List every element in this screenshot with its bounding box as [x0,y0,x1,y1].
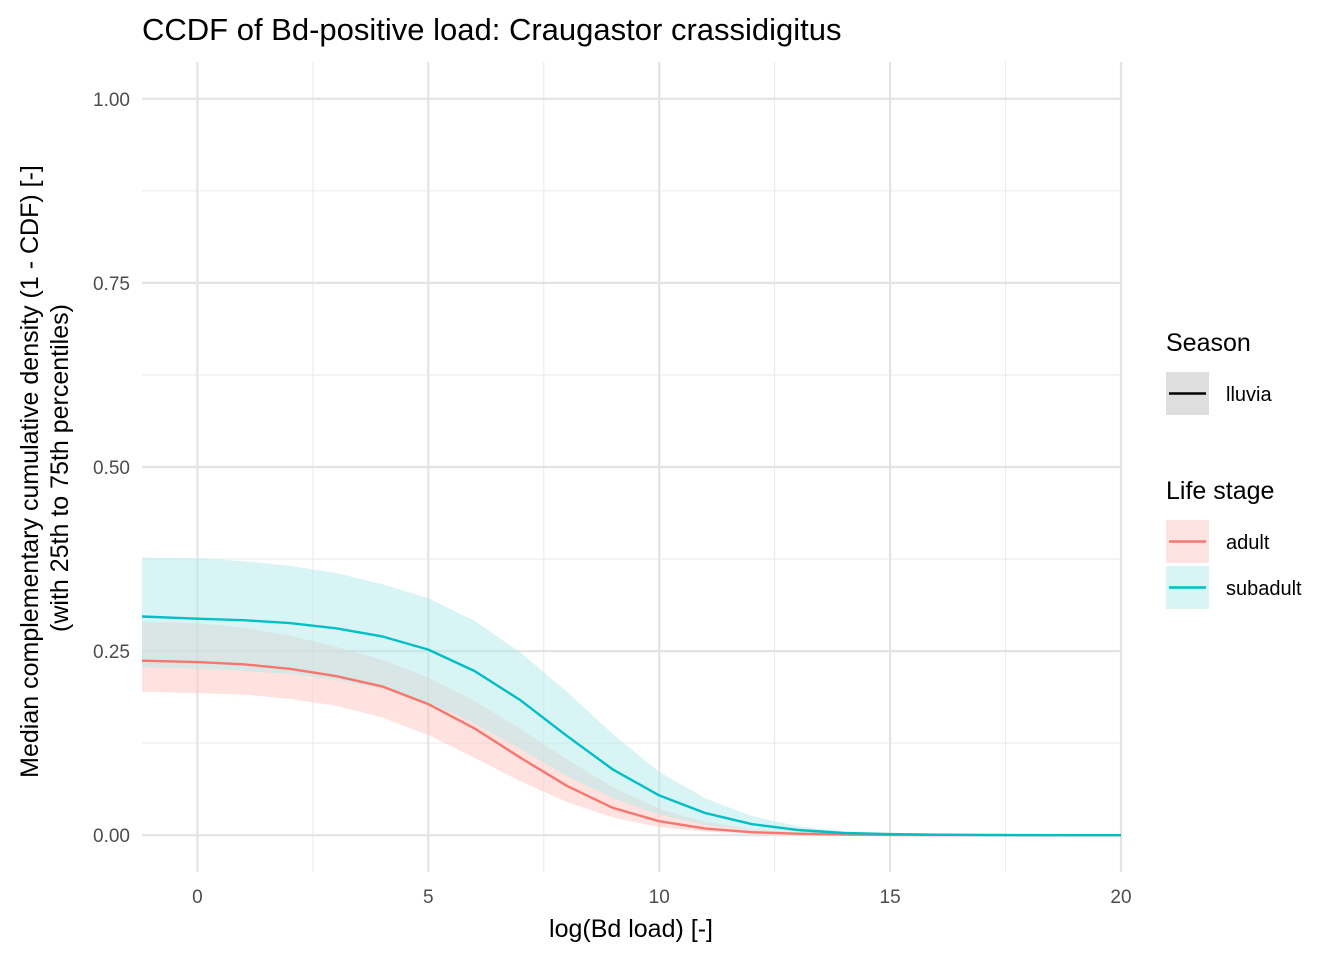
legend-title: Season [1166,329,1251,357]
y-tick-label: 0.25 [93,642,130,663]
legend-label: lluvia [1226,384,1272,406]
ribbons [142,557,1121,836]
chart-title: CCDF of Bd-positive load: Craugastor cra… [142,12,842,47]
legend: Season lluvia Life stage adult subadult [1166,329,1302,609]
grid [142,62,1123,872]
x-tick-label: 0 [192,887,203,908]
y-axis-title-line-1: Median complementary cumulative density … [16,165,44,778]
legend-title: Life stage [1166,477,1274,505]
y-tick-label: 0.75 [93,274,130,295]
y-axis-title: Median complementary cumulative density … [16,158,74,778]
x-tick-labels: 0 5 10 15 20 [192,887,1131,908]
y-tick-label: 1.00 [93,90,130,111]
x-tick-label: 15 [880,887,901,908]
y-axis-title-line-2: (with 25th to 75th percentiles) [46,304,74,632]
x-tick-label: 5 [423,887,434,908]
y-tick-label: 0.00 [93,826,130,847]
y-tick-labels: 0.00 0.25 0.50 0.75 1.00 [93,90,130,847]
y-tick-label: 0.50 [93,458,130,479]
x-axis-title: log(Bd load) [-] [549,915,713,943]
legend-label: adult [1226,532,1270,554]
x-tick-label: 20 [1110,887,1131,908]
ribbon-subadult [142,557,1121,836]
legend-label: subadult [1226,578,1302,600]
series-line-subadult [141,615,1121,837]
x-tick-label: 10 [649,887,670,908]
series-lines [141,615,1121,837]
